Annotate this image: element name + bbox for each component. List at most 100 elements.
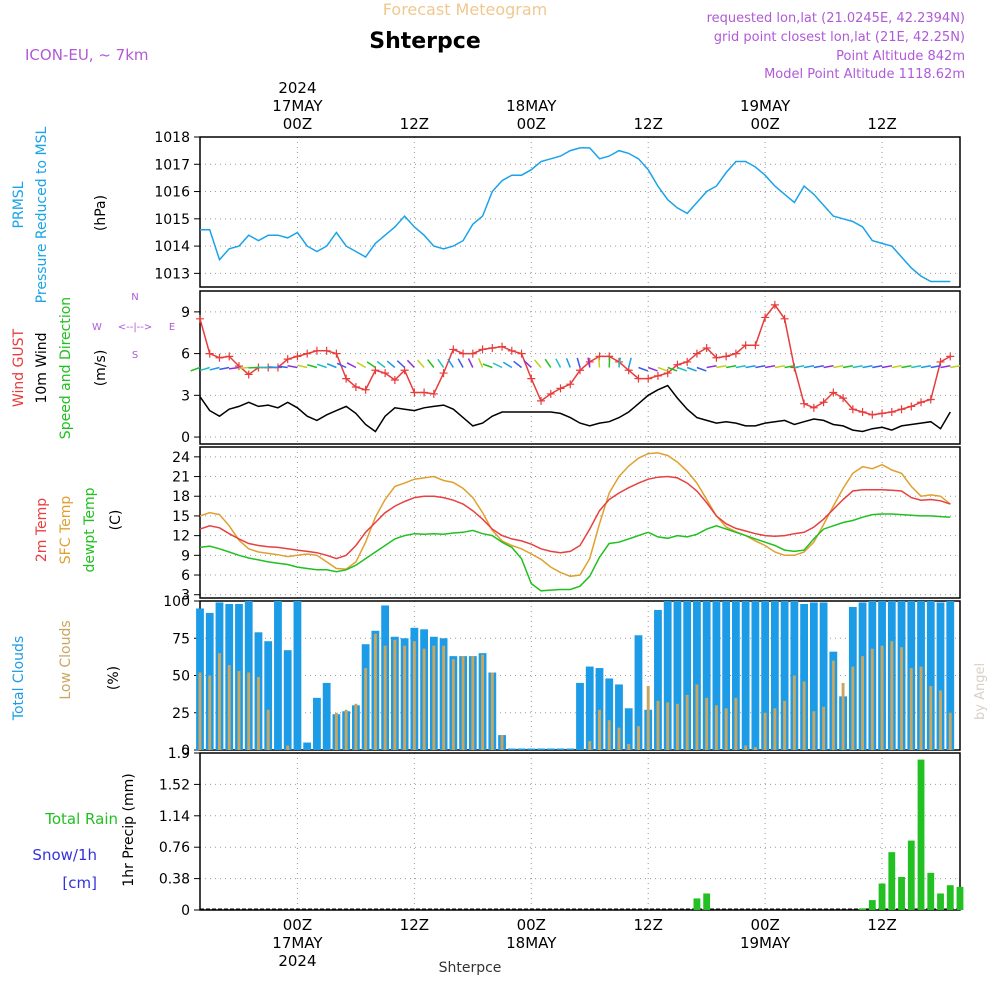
wind-arrow [376, 360, 386, 369]
low-cloud-bar [451, 659, 455, 750]
wind-arrow [513, 360, 523, 369]
low-cloud-bar [890, 641, 894, 750]
total-cloud-bar [936, 602, 945, 750]
y-tick-label: 0.38 [159, 872, 190, 888]
y-tick-label: 1015 [154, 212, 190, 228]
gust-marker [196, 314, 204, 323]
gust-marker [809, 403, 818, 412]
low-cloud-bar [364, 668, 368, 750]
wind-arrow [813, 365, 824, 369]
wind-arrow [587, 357, 591, 368]
precip-bar [937, 893, 944, 910]
y-tick-label: 24 [172, 450, 190, 466]
total-cloud-bar [322, 682, 331, 750]
top-time-label: 12Z [867, 115, 896, 133]
gust-marker [468, 349, 477, 358]
gust-marker [663, 369, 672, 378]
wind-arrow [901, 365, 912, 369]
y-tick-label: 0.76 [159, 840, 190, 856]
low-cloud-bar [802, 681, 806, 750]
top-time-label: 2024 [278, 79, 316, 97]
low-cloud-bar [714, 705, 718, 750]
low-cloud-bar [929, 685, 933, 750]
wind-arrow [576, 357, 581, 368]
wind-arrow [774, 365, 785, 369]
top-time-label: 17MAY [272, 97, 323, 115]
low-cloud-bar [617, 727, 621, 750]
low-cloud-bar [627, 744, 631, 750]
low-cloud-bar [588, 741, 592, 750]
gust-marker [371, 366, 380, 375]
total-cloud-bar [546, 748, 555, 750]
wind-arrow [523, 360, 532, 369]
low-cloud-bar [734, 697, 738, 750]
wind-arrow [326, 363, 337, 369]
wind-arrow [706, 365, 717, 369]
precip-bar [956, 886, 964, 910]
low-cloud-bar [792, 675, 796, 750]
p5-label-snow: Snow/1h [32, 846, 97, 864]
total-cloud-bar [605, 678, 614, 750]
gust-marker [312, 346, 321, 355]
wind-arrow [238, 366, 249, 370]
gust-marker [556, 384, 565, 393]
low-cloud-bar [851, 666, 855, 750]
gust-marker [420, 388, 429, 397]
point-altitude: Point Altitude 842m [836, 49, 965, 64]
low-cloud-bar [471, 656, 475, 750]
low-cloud-bar [909, 668, 913, 750]
low-cloud-bar [744, 745, 748, 750]
total-cloud-bar [819, 602, 828, 750]
bottom-time-label: 18MAY [506, 934, 557, 952]
total-cloud-bar [722, 601, 731, 750]
gust-marker [692, 349, 701, 358]
gust-marker [361, 385, 370, 394]
top-time-label: 00Z [283, 115, 312, 133]
low-cloud-bar [646, 685, 650, 750]
wind-arrow [862, 365, 873, 369]
gust-marker [839, 394, 848, 403]
low-cloud-bar [208, 675, 212, 750]
model-label: ICON-EU, ~ 7km [25, 46, 149, 64]
low-cloud-bar [783, 700, 787, 750]
precip-bar [693, 898, 701, 910]
gust-marker [702, 344, 711, 353]
low-cloud-bar [373, 633, 377, 750]
low-cloud-bar [422, 648, 426, 750]
low-cloud-bar [919, 666, 923, 750]
total-cloud-bar [673, 601, 682, 750]
p5-label-cm: [cm] [62, 874, 97, 892]
y-tick-label: 21 [172, 470, 190, 486]
low-cloud-bar [403, 645, 407, 750]
dewpt-series [199, 513, 951, 592]
wind-arrow [316, 363, 327, 369]
gust-marker [459, 349, 468, 358]
gust-marker [712, 353, 721, 362]
wind-arrow [686, 366, 697, 372]
wind-arrow [872, 365, 883, 369]
y-tick-label: 9 [181, 548, 190, 564]
wind-arrow [467, 358, 474, 368]
wind-arrow [477, 358, 484, 368]
total-cloud-bar [946, 601, 955, 750]
credit: by Angel [973, 663, 988, 720]
low-cloud-bar [675, 703, 679, 750]
gust-marker [546, 389, 555, 398]
total-cloud-bar [615, 684, 623, 750]
gust-marker [488, 344, 497, 353]
precip-bar [888, 852, 896, 910]
wind-arrow [667, 366, 678, 372]
gust-marker [244, 370, 253, 379]
gust-marker [527, 374, 536, 383]
gust-marker [741, 341, 750, 350]
gust-marker [936, 357, 945, 366]
gust-marker [946, 352, 955, 361]
total-cloud-bar [732, 601, 740, 750]
y-tick-label: 100 [163, 594, 190, 610]
wind-arrow [336, 362, 347, 369]
wind-arrow [366, 361, 376, 369]
low-cloud-bar [812, 711, 816, 750]
precip-bar [859, 908, 866, 910]
y-tick-label: 9 [181, 305, 190, 321]
gust-marker [449, 345, 458, 354]
